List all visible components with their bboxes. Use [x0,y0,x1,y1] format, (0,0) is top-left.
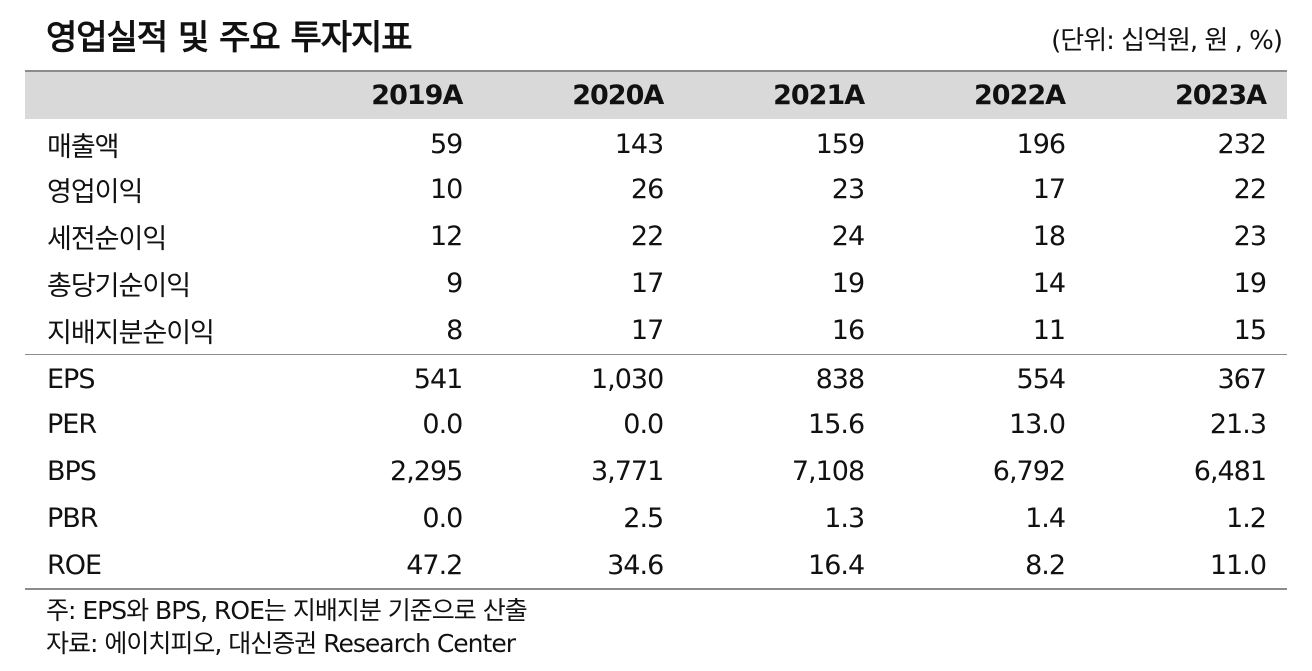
cell-value: 8.2 [885,542,1087,590]
table-row: 세전순이익 12 22 24 18 23 [25,213,1287,260]
cell-value: 19 [1233,268,1267,299]
table-row: 매출액 59 143 159 196 232 [25,119,1287,166]
row-label: 매출액 [47,132,120,163]
cell-value: 1,030 [483,353,685,401]
cell-value: 1.2 [1226,503,1267,534]
cell-value: 367 [1086,353,1287,401]
cell-value: 9 [446,268,463,299]
cell-value: 2,295 [390,456,463,487]
cell-value: 0.0 [422,409,463,440]
cell-value: 143 [614,129,665,160]
table-row: 총당기순이익 9 17 19 14 19 [25,260,1287,307]
cell-value: 16.4 [684,542,886,590]
cell-value: 11.0 [1086,542,1287,590]
row-label: ROE [25,542,283,590]
header-year: 2020A [572,80,664,111]
row-label: 세전순이익 [47,224,167,255]
cell-value: 11 [1032,314,1066,346]
cell-value: 6,481 [1193,456,1267,487]
table-row: EPS 541 1,030 838 554 367 [25,353,1287,401]
cell-value: 26 [630,174,664,205]
unit-label: (단위: 십억원, 원 , %) [1051,26,1283,56]
header-year: 2022A [974,80,1066,111]
table-row: BPS 2,295 3,771 7,108 6,792 6,481 [25,448,1287,495]
cell-value: 22 [630,221,664,252]
cell-value: 17 [630,314,664,346]
cell-value: 14 [1032,268,1066,299]
page-title: 영업실적 및 주요 투자지표 [46,18,413,58]
row-label: BPS [47,456,97,487]
cell-value: 7,108 [791,456,865,487]
cell-value: 47.2 [282,542,484,590]
cell-value: 12 [429,221,463,252]
cell-value: 838 [684,353,886,401]
cell-value: 232 [1217,129,1267,160]
header-year: 2023A [1174,80,1267,111]
cell-value: 8 [446,314,463,346]
table-row: 영업이익 10 26 23 17 22 [25,166,1287,213]
cell-value: 59 [429,129,463,160]
row-label: PER [47,409,97,440]
cell-value: 0.0 [422,503,463,534]
header-label-cell [25,71,282,119]
cell-value: 24 [831,221,865,252]
footnote: 주: EPS와 BPS, ROE는 지배지분 기준으로 산출 [46,596,528,625]
cell-value: 17 [630,268,664,299]
row-label: 총당기순이익 [47,271,191,302]
table-row: PBR 0.0 2.5 1.3 1.4 1.2 [25,495,1287,542]
cell-value: 2.5 [623,503,664,534]
header-year: 2021A [773,80,865,111]
cell-value: 16 [831,314,865,346]
row-label: PBR [47,503,99,534]
source-note: 자료: 에이치피오, 대신증권 Research Center [46,629,516,658]
table-row: PER 0.0 0.0 15.6 13.0 21.3 [25,401,1287,448]
cell-value: 196 [1016,129,1067,160]
cell-value: 1.3 [824,503,865,534]
header-row: 2019A 2020A 2021A 2022A 2023A [25,71,1287,119]
cell-value: 19 [831,268,865,299]
row-label: 지배지분순이익 [47,317,215,349]
table-row: ROE 47.2 34.6 16.4 8.2 11.0 [25,542,1287,590]
cell-value: 21.3 [1209,409,1267,440]
cell-value: 3,771 [590,456,664,487]
financial-table: 2019A 2020A 2021A 2022A 2023A 매출액 59 143… [25,70,1287,590]
cell-value: 34.6 [483,542,685,590]
cell-value: 1.4 [1025,503,1066,534]
cell-value: 541 [282,353,484,401]
row-label: 영업이익 [47,177,143,208]
cell-value: 554 [885,353,1087,401]
cell-value: 15 [1233,314,1267,346]
cell-value: 23 [1233,221,1267,252]
cell-value: 10 [429,174,463,205]
row-label: EPS [25,353,283,401]
cell-value: 13.0 [1008,409,1066,440]
indicator-section: EPS 541 1,030 838 554 367 PER 0.0 0.0 15… [25,353,1287,590]
cell-value: 17 [1032,174,1066,205]
cell-value: 22 [1233,174,1267,205]
cell-value: 23 [831,174,865,205]
table-row: 지배지분순이익 8 17 16 11 15 [25,307,1287,354]
cell-value: 159 [815,129,866,160]
header-year: 2019A [371,80,463,111]
cell-value: 0.0 [623,409,664,440]
cell-value: 18 [1032,221,1066,252]
footnotes: 주: EPS와 BPS, ROE는 지배지분 기준으로 산출 자료: 에이치피오… [46,594,528,660]
income-section: 매출액 59 143 159 196 232 영업이익 10 26 23 17 … [25,119,1287,354]
cell-value: 15.6 [808,409,865,440]
cell-value: 6,792 [992,456,1066,487]
